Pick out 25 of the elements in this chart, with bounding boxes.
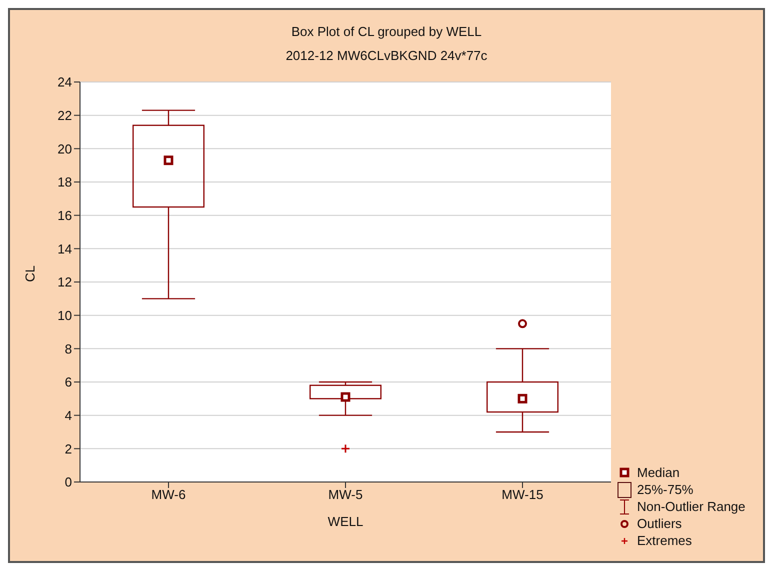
x-tick-label: MW-15 bbox=[502, 487, 544, 502]
y-tick-label: 14 bbox=[58, 241, 72, 256]
text: Outliers bbox=[637, 516, 682, 531]
text: Non-Outlier Range bbox=[637, 499, 746, 514]
x-axis-title: WELL bbox=[328, 514, 364, 529]
y-tick-label: 8 bbox=[64, 341, 72, 356]
y-tick-label: 2 bbox=[64, 441, 72, 456]
text: 25%-75% bbox=[637, 482, 694, 497]
y-tick-label: 20 bbox=[58, 141, 72, 156]
y-tick-label: 0 bbox=[64, 474, 72, 490]
y-axis-title: CL bbox=[22, 265, 38, 282]
x-tick-label: MW-5 bbox=[328, 487, 363, 502]
chart-subtitle: 2012-12 MW6CLvBKGND 24v*77c bbox=[284, 48, 488, 63]
y-tick-label: 24 bbox=[58, 74, 72, 90]
y-tick-label: 6 bbox=[64, 374, 72, 390]
text: Median bbox=[637, 465, 680, 480]
x-tick-label: MW-6 bbox=[151, 487, 186, 502]
y-tick-label: 12 bbox=[58, 274, 72, 290]
chart-title: Box Plot of CL grouped by WELL bbox=[290, 24, 483, 39]
y-tick-label: 18 bbox=[58, 174, 72, 190]
legend-label: Extremes bbox=[637, 533, 692, 548]
y-tick-label: 16 bbox=[58, 208, 72, 223]
y-tick-label: 10 bbox=[58, 308, 72, 323]
y-tick-label: 22 bbox=[58, 108, 72, 123]
y-tick-label: 4 bbox=[64, 408, 72, 423]
